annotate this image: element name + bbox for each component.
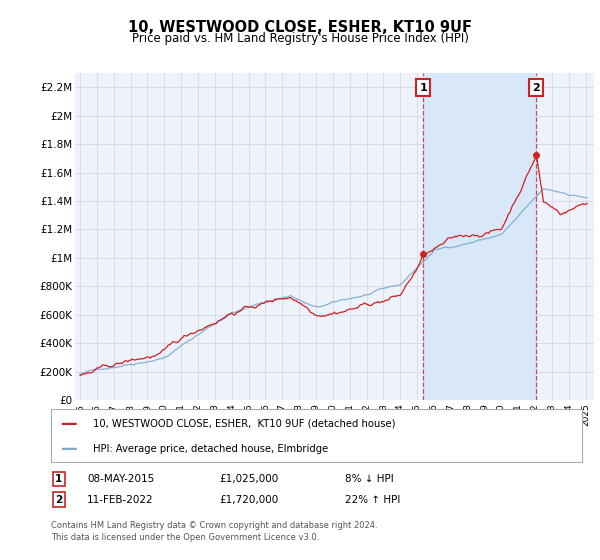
- Text: HPI: Average price, detached house, Elmbridge: HPI: Average price, detached house, Elmb…: [93, 444, 328, 454]
- Bar: [424, 73, 536, 400]
- Text: 08-MAY-2015: 08-MAY-2015: [87, 474, 154, 484]
- Text: —: —: [60, 440, 77, 458]
- Text: £1,720,000: £1,720,000: [219, 494, 278, 505]
- Text: 1: 1: [419, 82, 427, 92]
- Text: 22% ↑ HPI: 22% ↑ HPI: [345, 494, 400, 505]
- Text: 10, WESTWOOD CLOSE, ESHER, KT10 9UF: 10, WESTWOOD CLOSE, ESHER, KT10 9UF: [128, 20, 472, 35]
- Text: Contains HM Land Registry data © Crown copyright and database right 2024.
This d: Contains HM Land Registry data © Crown c…: [51, 521, 377, 542]
- Text: 8% ↓ HPI: 8% ↓ HPI: [345, 474, 394, 484]
- Text: —: —: [60, 415, 77, 433]
- Text: 2: 2: [532, 82, 540, 92]
- Text: 2: 2: [55, 494, 62, 505]
- Text: 10, WESTWOOD CLOSE, ESHER,  KT10 9UF (detached house): 10, WESTWOOD CLOSE, ESHER, KT10 9UF (det…: [93, 419, 395, 429]
- Text: 1: 1: [55, 474, 62, 484]
- Text: Price paid vs. HM Land Registry's House Price Index (HPI): Price paid vs. HM Land Registry's House …: [131, 32, 469, 45]
- Text: 11-FEB-2022: 11-FEB-2022: [87, 494, 154, 505]
- Text: £1,025,000: £1,025,000: [219, 474, 278, 484]
